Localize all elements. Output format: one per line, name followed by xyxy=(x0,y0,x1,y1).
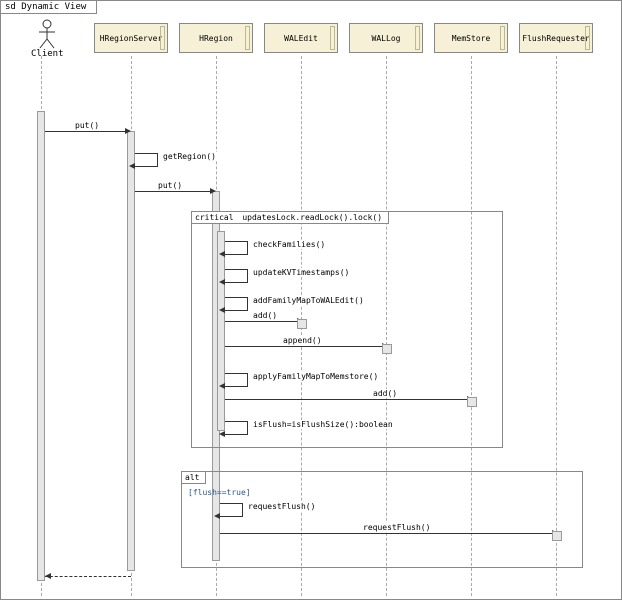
participant-flushrequester: FlushRequester xyxy=(519,23,593,53)
fragment-alt-guard: [flush==true] xyxy=(188,488,251,497)
exec-wallog xyxy=(382,344,392,354)
frame-title: sd Dynamic View xyxy=(1,1,97,14)
msg-getregion: getRegion() xyxy=(161,152,218,161)
msg-updatets: updateKVTimestamps() xyxy=(251,268,351,277)
msg-append: append() xyxy=(281,336,324,345)
msg-put1: put() xyxy=(73,121,101,130)
arrowhead-put1 xyxy=(125,128,131,134)
arrow-add xyxy=(225,321,297,322)
return-arrowhead xyxy=(45,573,51,579)
return-arrow xyxy=(45,576,131,577)
arrow-reqflush2 xyxy=(220,533,552,534)
msg-applyfam: applyFamilyMapToMemstore() xyxy=(251,372,380,381)
actor-label: Client xyxy=(31,49,64,59)
activation-hregionserver xyxy=(127,131,135,571)
msg-checkfam: checkFamilies() xyxy=(251,240,327,249)
arrow-put2 xyxy=(135,191,210,192)
arrow-put1 xyxy=(45,131,125,132)
msg-add2: add() xyxy=(371,389,399,398)
participant-wallog: WALLog xyxy=(349,23,423,53)
stick-figure-icon xyxy=(37,19,57,49)
self-getregion xyxy=(135,153,158,167)
msg-isflush: isFlush=isFlushSize():boolean xyxy=(251,420,395,429)
self-reqflush xyxy=(220,503,243,517)
fragment-alt: alt [flush==true] xyxy=(181,471,583,568)
frag-critical-guard: updatesLock.readLock().lock() xyxy=(242,213,382,222)
msg-reqflush: requestFlush() xyxy=(246,502,317,511)
actor-client: Client xyxy=(31,19,64,59)
participant-waledit: WALEdit xyxy=(264,23,338,53)
fragment-critical-tab: critical updatesLock.readLock().lock() xyxy=(192,212,389,224)
exec-waledit xyxy=(297,319,307,329)
arrow-append xyxy=(225,346,382,347)
participant-hregion: HRegion xyxy=(179,23,253,53)
msg-put2: put() xyxy=(156,181,184,190)
self-updatets xyxy=(225,269,248,283)
exec-memstore xyxy=(467,397,477,407)
arrowhead-put2 xyxy=(210,188,216,194)
participant-memstore: MemStore xyxy=(434,23,508,53)
sequence-frame: sd Dynamic View Client HRegionServer HRe… xyxy=(0,0,622,600)
arrow-add2 xyxy=(225,399,467,400)
self-addfamwal xyxy=(225,297,248,311)
msg-reqflush2: requestFlush() xyxy=(361,523,432,532)
fragment-alt-tab: alt xyxy=(182,472,206,484)
self-checkfam xyxy=(225,241,248,255)
msg-addfamwal: addFamilyMapToWALEdit() xyxy=(251,296,366,305)
frag-critical-label: critical xyxy=(195,213,234,222)
self-applyfam xyxy=(225,373,248,387)
msg-add: add() xyxy=(251,311,279,320)
participant-hregionserver: HRegionServer xyxy=(94,23,168,53)
activation-client xyxy=(37,111,45,581)
activation-hregion-critical xyxy=(217,231,225,431)
exec-flushreq xyxy=(552,531,562,541)
self-isflush xyxy=(225,421,248,435)
